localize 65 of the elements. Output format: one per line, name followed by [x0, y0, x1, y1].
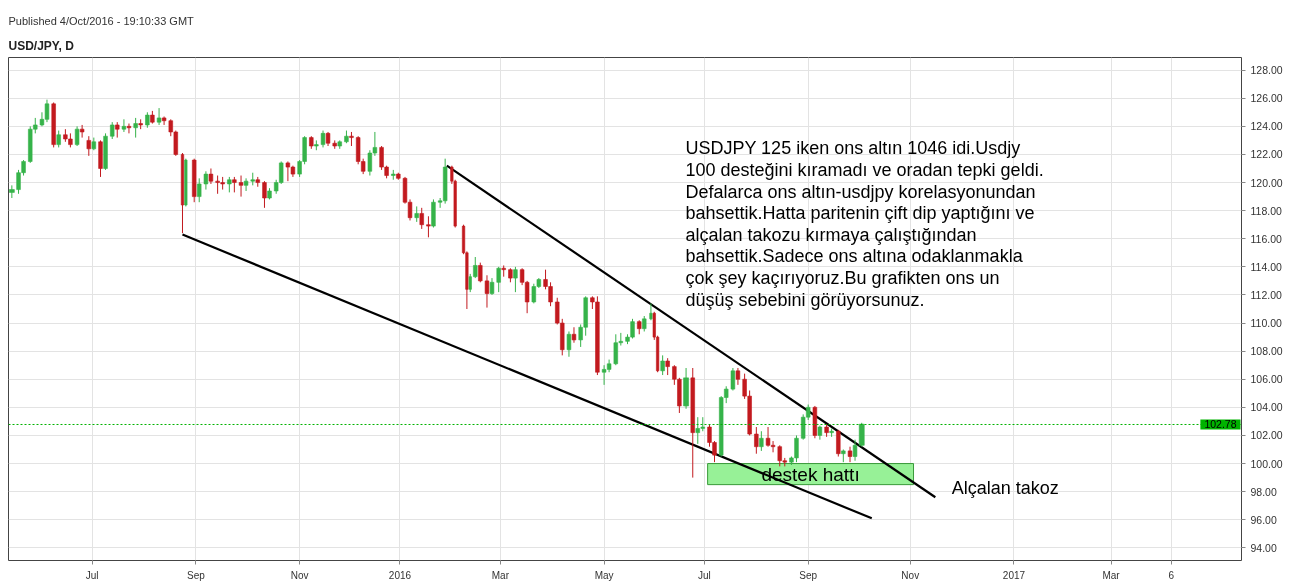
candlestick: [754, 426, 759, 455]
ref-line-label: 102.78: [1204, 418, 1237, 431]
candlestick: [203, 170, 209, 191]
annotation: Alçalan takoz: [951, 477, 1059, 498]
annotation: USDJPY 125 iken ons altın 1046 idi.Usdjy 100 desteğini kıramadı ve oradan tepki geldi. Defalarca ons altın-usdjpy korelasyonundan bahsettik.Hatta paritenin çift dip yaptığını ve alçalan takozu kırmaya çalıştığından bahsettik.Sadece ons altına odaklanmakla çok şey kaçırıyoruz.Bu grafikten ons un düşüş sebebini görüyorsunuz.: [685, 138, 1044, 310]
y-tick-label: 112.00: [1250, 288, 1282, 301]
candlestick: [484, 274, 490, 309]
candlestick: [836, 429, 841, 458]
y-tick-label: 96.00: [1250, 513, 1277, 526]
chart-title: USD/JPY, D: [8, 38, 75, 53]
candlestick: [501, 264, 506, 278]
y-tick-label: 104.00: [1250, 401, 1283, 414]
y-tick-label: 100.00: [1250, 457, 1283, 470]
candlestick: [74, 125, 80, 147]
y-tick-label: 116.00: [1250, 232, 1282, 245]
y-tick-label: 106.00: [1250, 373, 1283, 386]
y-tick-label: 122.00: [1250, 148, 1283, 161]
y-tick-label: 128.00: [1250, 64, 1283, 77]
x-tick-label: Jul: [698, 569, 711, 581]
candlestick: [238, 175, 244, 198]
candlestick: [197, 177, 202, 203]
y-tick-label: 126.00: [1250, 92, 1283, 105]
candlestick: [133, 117, 138, 139]
candlestick: [79, 124, 85, 139]
y-tick-label: 98.00: [1250, 485, 1277, 498]
x-tick-label: May: [594, 569, 614, 581]
candlestick: [847, 446, 853, 463]
x-tick-label: Nov: [290, 569, 309, 581]
candlestick: [513, 266, 518, 293]
x-tick-label: Sep: [799, 569, 818, 581]
y-tick-label: 108.00: [1250, 345, 1283, 358]
x-tick-label: Mar: [1102, 569, 1121, 581]
x-tick-label: 2017: [1002, 569, 1026, 581]
y-tick-label: 120.00: [1250, 176, 1283, 189]
candlestick: [660, 354, 665, 376]
candlestick: [759, 430, 764, 452]
x-tick-label: 2016: [388, 569, 412, 581]
band-label: destek hattı: [761, 463, 860, 485]
y-tick-label: 102.00: [1250, 429, 1283, 442]
y-tick-label: 110.00: [1250, 317, 1282, 330]
x-tick-label: Mar: [491, 569, 510, 581]
text: Published 4/Oct/2016 - 19:10:33 GMT: [8, 14, 195, 27]
candlestick: [262, 180, 267, 209]
candlestick: [156, 107, 162, 126]
candlestick: [419, 207, 424, 230]
y-tick-label: 94.00: [1250, 541, 1277, 554]
x-tick-label: Nov: [901, 569, 920, 581]
candlestick: [431, 198, 436, 229]
candlestick: [426, 215, 431, 238]
y-tick-label: 124.00: [1250, 120, 1283, 133]
candlestick: [285, 160, 291, 182]
candlestick: [121, 118, 127, 133]
candlestick: [566, 330, 572, 358]
candlestick: [86, 135, 91, 157]
candlestick: [367, 149, 373, 177]
candlestick: [571, 326, 577, 344]
candlestick: [649, 302, 653, 321]
candlestick: [243, 177, 249, 192]
y-tick-label: 114.00: [1250, 260, 1282, 273]
candlestick: [126, 123, 132, 134]
candlestick: [208, 168, 214, 185]
x-tick-label: 6: [1168, 569, 1175, 581]
x-tick-label: Sep: [186, 569, 206, 581]
y-tick-label: 118.00: [1250, 204, 1282, 217]
x-tick-label: Jul: [85, 569, 99, 581]
